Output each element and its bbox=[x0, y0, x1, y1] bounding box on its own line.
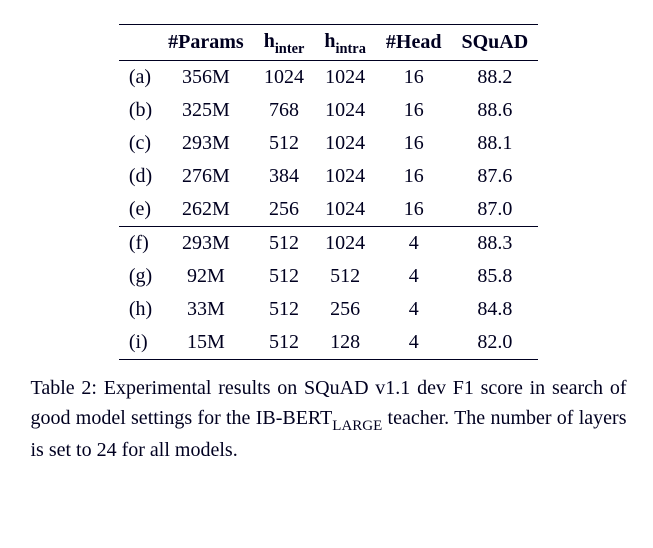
cell-squad: 82.0 bbox=[451, 326, 538, 360]
cell-hinter: 512 bbox=[254, 127, 315, 160]
cell-hintra: 1024 bbox=[314, 227, 376, 261]
cell-head: 16 bbox=[376, 160, 452, 193]
cell-head: 16 bbox=[376, 61, 452, 95]
table-row: (d)276M38410241687.6 bbox=[119, 160, 538, 193]
cell-params: 33M bbox=[158, 293, 254, 326]
table-caption: Table 2: Experimental results on SQuAD v… bbox=[31, 374, 627, 465]
cell-squad: 88.2 bbox=[451, 61, 538, 95]
cell-head: 16 bbox=[376, 193, 452, 227]
cell-squad: 84.8 bbox=[451, 293, 538, 326]
cell-hintra: 1024 bbox=[314, 160, 376, 193]
cell-params: 15M bbox=[158, 326, 254, 360]
cell-hinter: 768 bbox=[254, 94, 315, 127]
cell-params: 325M bbox=[158, 94, 254, 127]
cell-hintra: 128 bbox=[314, 326, 376, 360]
table-row: (g)92M512512485.8 bbox=[119, 260, 538, 293]
col-params: #Params bbox=[158, 25, 254, 61]
cell-head: 16 bbox=[376, 127, 452, 160]
cell-label: (c) bbox=[119, 127, 158, 160]
cell-squad: 87.0 bbox=[451, 193, 538, 227]
cell-hintra: 1024 bbox=[314, 127, 376, 160]
cell-params: 356M bbox=[158, 61, 254, 95]
cell-hinter: 512 bbox=[254, 260, 315, 293]
cell-head: 4 bbox=[376, 293, 452, 326]
cell-squad: 88.6 bbox=[451, 94, 538, 127]
table-row: (a)356M102410241688.2 bbox=[119, 61, 538, 95]
table-row: (i)15M512128482.0 bbox=[119, 326, 538, 360]
cell-hintra: 512 bbox=[314, 260, 376, 293]
cell-squad: 87.6 bbox=[451, 160, 538, 193]
col-squad: SQuAD bbox=[451, 25, 538, 61]
cell-label: (g) bbox=[119, 260, 158, 293]
cell-hintra: 1024 bbox=[314, 193, 376, 227]
cell-hintra: 256 bbox=[314, 293, 376, 326]
cell-label: (h) bbox=[119, 293, 158, 326]
cell-label: (a) bbox=[119, 61, 158, 95]
cell-params: 92M bbox=[158, 260, 254, 293]
cell-squad: 88.3 bbox=[451, 227, 538, 261]
cell-head: 16 bbox=[376, 94, 452, 127]
cell-hintra: 1024 bbox=[314, 61, 376, 95]
cell-label: (i) bbox=[119, 326, 158, 360]
cell-params: 262M bbox=[158, 193, 254, 227]
cell-head: 4 bbox=[376, 260, 452, 293]
cell-hinter: 512 bbox=[254, 326, 315, 360]
results-table: #Params hinter hintra #Head SQuAD (a)356… bbox=[119, 24, 538, 360]
cell-hinter: 512 bbox=[254, 293, 315, 326]
cell-params: 276M bbox=[158, 160, 254, 193]
table-row: (h)33M512256484.8 bbox=[119, 293, 538, 326]
cell-squad: 88.1 bbox=[451, 127, 538, 160]
table-row: (f)293M5121024488.3 bbox=[119, 227, 538, 261]
cell-label: (e) bbox=[119, 193, 158, 227]
table-row: (c)293M51210241688.1 bbox=[119, 127, 538, 160]
cell-params: 293M bbox=[158, 127, 254, 160]
table-body: (a)356M102410241688.2(b)325M76810241688.… bbox=[119, 61, 538, 360]
col-hintra: hintra bbox=[314, 25, 376, 61]
cell-params: 293M bbox=[158, 227, 254, 261]
cell-label: (d) bbox=[119, 160, 158, 193]
cell-head: 4 bbox=[376, 326, 452, 360]
col-head: #Head bbox=[376, 25, 452, 61]
col-label-blank bbox=[119, 25, 158, 61]
cell-hinter: 384 bbox=[254, 160, 315, 193]
cell-label: (b) bbox=[119, 94, 158, 127]
cell-label: (f) bbox=[119, 227, 158, 261]
cell-hinter: 512 bbox=[254, 227, 315, 261]
cell-hintra: 1024 bbox=[314, 94, 376, 127]
table-row: (e)262M25610241687.0 bbox=[119, 193, 538, 227]
cell-head: 4 bbox=[376, 227, 452, 261]
col-hinter: hinter bbox=[254, 25, 315, 61]
cell-squad: 85.8 bbox=[451, 260, 538, 293]
cell-hinter: 1024 bbox=[254, 61, 315, 95]
cell-hinter: 256 bbox=[254, 193, 315, 227]
table-row: (b)325M76810241688.6 bbox=[119, 94, 538, 127]
